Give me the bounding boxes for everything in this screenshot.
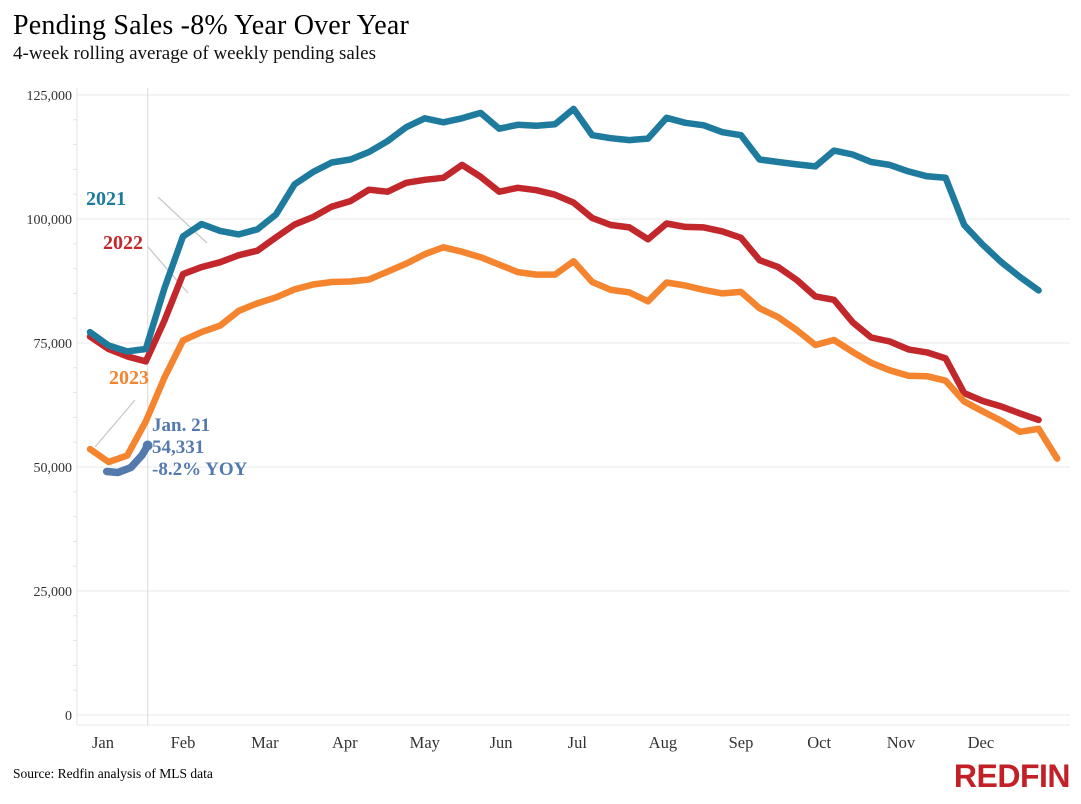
y-tick-label: 100,000 [27,213,73,228]
x-tick-label: Sep [729,733,754,752]
x-tick-label: Jan [92,733,114,752]
series-line-2024 [102,441,152,477]
latest-point-annotation: Jan. 21 54,331 -8.2% YOY [152,415,247,481]
x-tick-label: Aug [649,733,677,752]
series-label-2021: 2021 [86,188,126,210]
annotation-yoy: -8.2% YOY [152,459,248,480]
x-tick-label: Apr [332,733,358,752]
x-tick-label: Jul [568,733,588,752]
annotation-date: Jan. 21 [152,415,211,436]
annotation-value: 54,331 [152,437,205,458]
x-tick-label: Dec [968,733,995,752]
label-leader-line [157,196,208,244]
annotation-dot [142,440,153,451]
x-tick-label: Jun [490,733,513,752]
x-tick-label: May [410,733,441,752]
x-tick-label: Feb [171,733,196,752]
y-tick-label: 25,000 [34,585,73,600]
chart-subtitle: 4-week rolling average of weekly pending… [13,43,376,64]
label-leader-line [94,399,136,448]
x-tick-label: Nov [887,733,916,752]
series-line-2023 [86,244,1061,466]
chart-title: Pending Sales -8% Year Over Year [13,10,410,41]
y-tick-label: 125,000 [27,89,73,104]
series-line-2021 [86,105,1042,355]
y-tick-label: 0 [65,709,72,724]
series-label-2023: 2023 [109,367,149,389]
series-line-2022 [86,161,1042,424]
y-tick-label: 75,000 [34,337,73,352]
source-note: Source: Redfin analysis of MLS data [13,766,213,781]
x-tick-label: Mar [251,733,279,752]
redfin-logo: REDFIN [953,758,1071,794]
y-tick-label: 50,000 [34,461,73,476]
x-tick-label: Oct [807,733,831,752]
series-label-2022: 2022 [103,232,143,254]
